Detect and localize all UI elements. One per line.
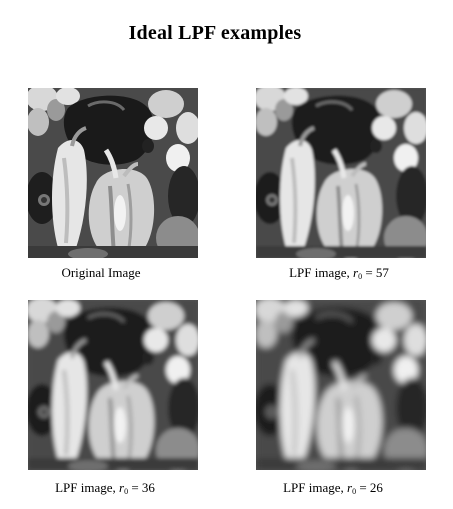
caption-text: LPF image, [55,480,119,495]
caption-lpf-36: LPF image, r0 = 36 [20,480,190,496]
lpf-image-57 [256,88,426,258]
original-image [28,88,198,258]
caption-lpf-57: LPF image, r0 = 57 [254,265,424,281]
caption-text: Original Image [61,265,141,280]
caption-var: r [353,265,359,280]
caption-eq: = 26 [356,480,383,495]
lpf-image-26 [256,300,426,470]
caption-original: Original Image [16,265,186,281]
caption-text: LPF image, [289,265,353,280]
caption-sub: 0 [358,272,363,281]
caption-sub: 0 [352,487,357,496]
caption-var: r [119,480,125,495]
caption-eq: = 36 [128,480,155,495]
caption-text: LPF image, [283,480,347,495]
caption-lpf-26: LPF image, r0 = 26 [248,480,418,496]
lpf-image-36 [28,300,198,470]
page-title: Ideal LPF examples [128,22,302,44]
caption-eq: = 57 [362,265,389,280]
caption-var: r [347,480,353,495]
caption-sub: 0 [124,487,129,496]
